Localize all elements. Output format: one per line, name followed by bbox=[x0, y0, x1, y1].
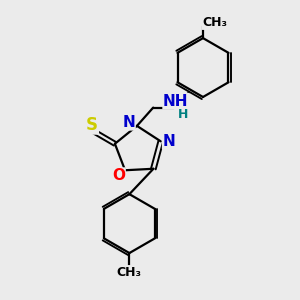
Text: S: S bbox=[86, 116, 98, 134]
Text: CH₃: CH₃ bbox=[116, 266, 141, 279]
Text: CH₃: CH₃ bbox=[202, 16, 227, 29]
Text: N: N bbox=[122, 115, 135, 130]
Text: NH: NH bbox=[163, 94, 189, 109]
Text: N: N bbox=[163, 134, 176, 149]
Text: H: H bbox=[177, 108, 188, 121]
Text: O: O bbox=[112, 168, 125, 183]
